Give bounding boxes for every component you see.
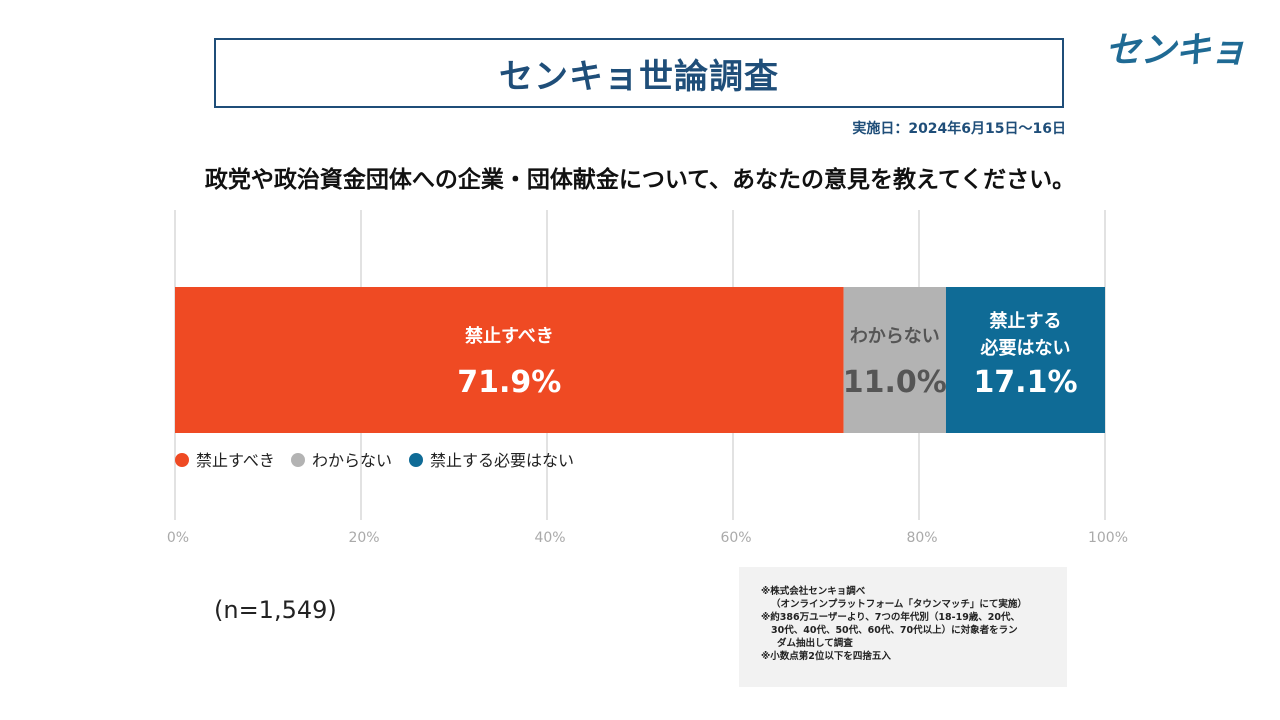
segment-label: わからない (850, 326, 940, 347)
sample-size: (n=1,549) (214, 596, 337, 624)
data-label: 11.0% (843, 365, 947, 400)
bar-segment (843, 287, 946, 433)
legend-marker (291, 453, 305, 467)
x-tick-label: 20% (348, 530, 379, 546)
bar-segment (175, 287, 844, 433)
question-text: 政党や政治資金団体への企業・団体献金について、あなたの意見を教えてください。 (204, 167, 1076, 193)
notes-box: ※株式会社センキョ調べ （オンラインプラットフォーム「タウンマッチ」にて実施） … (739, 567, 1067, 687)
note-line: （オンラインプラットフォーム「タウンマッチ」にて実施） (771, 599, 1027, 610)
bar-segment (945, 287, 1105, 433)
data-label: 17.1% (973, 365, 1077, 400)
legend-label: わからない (312, 451, 392, 470)
segment-label: 必要はない (979, 337, 1070, 359)
legend-label: 禁止すべき (196, 451, 275, 470)
x-tick-label: 60% (720, 530, 751, 546)
x-tick-label: 40% (534, 530, 565, 546)
x-tick-label: 100% (1088, 530, 1128, 546)
legend-marker (409, 453, 423, 467)
note-line: ※約386万ユーザーより、7つの年代別（18-19歳、20代、 (761, 612, 1021, 623)
legend-label: 禁止する必要はない (430, 451, 574, 470)
title-box: センキョ世論調査 (214, 38, 1064, 108)
x-tick-label: 0% (167, 530, 189, 546)
note-line: ダム抽出して調査 (777, 638, 853, 649)
data-label: 71.9% (457, 365, 561, 400)
segment-label: 禁止する (989, 310, 1061, 332)
note-line: 30代、40代、50代、60代、70代以上）に対象者をラン (771, 625, 1018, 636)
brand-logo: センキョ (1104, 30, 1246, 71)
legend-marker (175, 453, 189, 467)
note-line: ※株式会社センキョ調べ (761, 586, 866, 597)
x-tick-label: 80% (906, 530, 937, 546)
survey-date: 実施日：2024年6月15日～16日 (852, 121, 1066, 137)
note-line: ※小数点第2位以下を四捨五入 (761, 651, 891, 662)
segment-label: 禁止すべき (465, 325, 554, 347)
stacked-bar-chart: 0% 20% 40% 60% 80% 100% 禁止すべき 71.9% わからない 11.0% 禁止… (167, 210, 1128, 546)
page-title: センキョ世論調査 (499, 56, 779, 97)
